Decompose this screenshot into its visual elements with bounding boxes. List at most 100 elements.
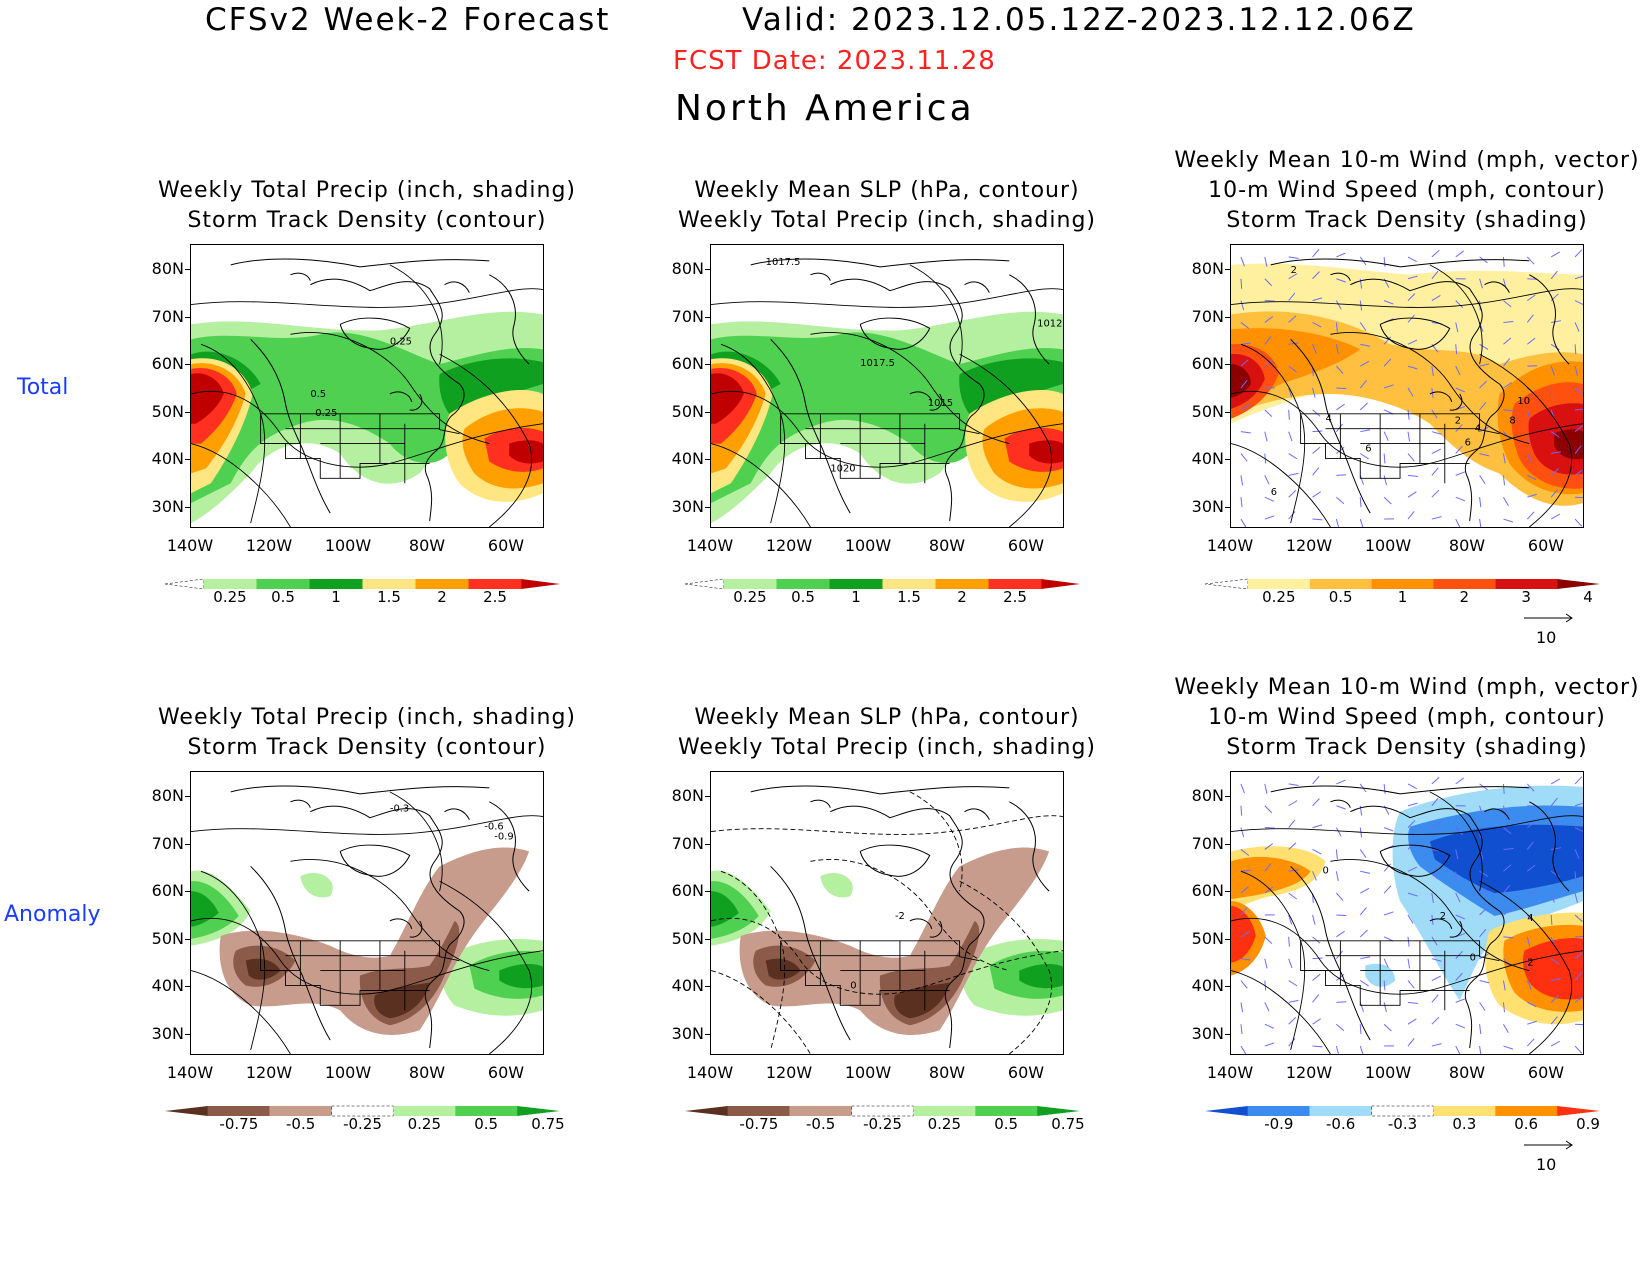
lat-tick <box>1225 269 1230 270</box>
map-total-slp-precip: 1017.5 1017.5 1015 1020 1012 <box>710 244 1064 528</box>
lat-label: 40N <box>671 449 704 468</box>
contour-label: 0 <box>1470 953 1476 964</box>
colorbar-label: 0.25 <box>733 588 767 606</box>
lat-tick <box>705 1033 710 1035</box>
contour-label: -0.3 <box>390 804 409 815</box>
panel-title-line: Weekly Mean SLP (hPa, contour) <box>694 705 1080 730</box>
contour-label: 8 <box>1509 416 1515 427</box>
colorbar-swatch <box>935 579 989 589</box>
contour-label: 2 <box>1527 958 1533 969</box>
figure-title: CFSv2 Week-2 Forecast <box>205 2 611 38</box>
contour-lines <box>1231 264 1583 527</box>
map-canvas: -0.3 -0.6-0.9 <box>191 785 543 1054</box>
colorbar-swatch <box>455 1106 518 1116</box>
lat-label: 70N <box>671 833 704 853</box>
colorbar-label: 4 <box>1583 588 1593 606</box>
colorbar-anom-wind-storm <box>1205 1103 1600 1117</box>
lat-label: 70N <box>671 306 704 326</box>
panel-title-anom-precip-storm: Weekly Total Precip (inch, shading) Storm… <box>117 703 617 763</box>
colorbar-swatch <box>517 1106 560 1116</box>
colorbar-label: 0.25 <box>1262 588 1296 606</box>
colorbar-label: 0.5 <box>994 1115 1019 1133</box>
colorbar-swatch <box>256 579 310 589</box>
colorbar-swatch <box>684 578 724 590</box>
lon-label: 60W <box>1007 1063 1045 1082</box>
contour-label: 6 <box>1271 487 1277 498</box>
lon-label: 80W <box>408 1063 446 1082</box>
lat-label: 70N <box>151 306 184 326</box>
lat-tick <box>705 843 710 845</box>
lat-label: 60N <box>1191 881 1224 900</box>
lat-label: 50N <box>151 401 184 421</box>
lat-label: 50N <box>671 928 704 948</box>
panel-title-total-wind-storm: Weekly Mean 10-m Wind (mph, vector) 10-m … <box>1157 146 1650 236</box>
panel-title-line: Storm Track Density (contour) <box>187 735 547 760</box>
contour-label: -2 <box>895 911 905 922</box>
colorbar-swatch <box>988 579 1042 589</box>
lat-label: 40N <box>151 449 184 468</box>
contour-label: 2 <box>1291 265 1297 276</box>
lon-label: 60W <box>487 536 525 555</box>
lat-tick <box>1225 986 1230 987</box>
lon-label: 140W <box>166 1063 214 1082</box>
map-anom-precip-storm: -0.3 -0.6 -0.9 <box>190 771 544 1055</box>
colorbar-label: 1 <box>851 588 861 606</box>
row-label-anomaly: Anomaly <box>4 902 101 927</box>
colorbar-label: 0.75 <box>1051 1115 1085 1133</box>
lat-tick <box>1225 891 1230 892</box>
contour-label: -0.9 <box>494 832 513 843</box>
coastlines <box>230 785 530 1049</box>
lat-label: 60N <box>671 354 704 373</box>
lat-label: 40N <box>151 976 184 995</box>
colorbar-swatch <box>309 579 363 589</box>
panel-title-line: 10-m Wind Speed (mph, contour) <box>1208 178 1606 203</box>
colorbar-swatch <box>393 1106 456 1116</box>
lat-tick <box>185 364 190 365</box>
lat-tick <box>705 796 710 797</box>
colorbar-label: -0.25 <box>343 1115 382 1133</box>
lat-label: 50N <box>151 928 184 948</box>
lat-label: 60N <box>1191 354 1224 373</box>
colorbar-swatch <box>1495 579 1558 589</box>
lat-label: 30N <box>1191 496 1224 516</box>
lat-label: 80N <box>1191 259 1224 278</box>
colorbar-label: 1.5 <box>897 588 921 606</box>
colorbar-swatch <box>685 1106 728 1116</box>
lat-label: 80N <box>671 259 704 278</box>
lat-label: 50N <box>1191 401 1224 421</box>
contour-label: 1017.5 <box>766 257 801 268</box>
colorbar-swatch <box>1495 1106 1558 1116</box>
colorbar-swatch <box>882 579 936 589</box>
colorbar-label: 2.5 <box>483 588 507 606</box>
colorbar-label: 2.5 <box>1003 588 1027 606</box>
lon-label: 80W <box>1448 536 1486 555</box>
lat-tick <box>705 364 710 365</box>
colorbar-total-slp-precip <box>684 576 1080 590</box>
colorbar-label: 0.5 <box>271 588 295 606</box>
forecast-date: FCST Date: 2023.11.28 <box>673 46 996 76</box>
lon-label: 120W <box>1285 1063 1333 1082</box>
colorbar-label: 0.25 <box>407 1115 442 1133</box>
contour-label: 6 <box>1465 438 1471 449</box>
panel-title-total-precip-storm: Weekly Total Precip (inch, shading) Storm… <box>117 176 617 236</box>
lat-label: 70N <box>151 833 184 853</box>
lon-label: 100W <box>324 536 372 555</box>
lon-label: 100W <box>324 1063 372 1082</box>
colorbar-swatch <box>203 579 257 589</box>
lat-label: 30N <box>671 1023 704 1043</box>
colorbar-swatch <box>1041 579 1080 589</box>
lon-label: 60W <box>1527 536 1565 555</box>
colorbar-label: 0.5 <box>791 588 815 606</box>
contour-label: 1012 <box>1037 318 1062 329</box>
colorbar-label: 2 <box>957 588 967 606</box>
lat-tick <box>705 506 710 508</box>
coastlines <box>750 258 1050 522</box>
contour-label: 4 <box>1527 913 1533 924</box>
lat-tick <box>185 506 190 508</box>
panel-title-line: Weekly Total Precip (inch, shading) <box>677 735 1097 760</box>
lat-tick <box>1225 459 1230 460</box>
colorbar-swatch <box>521 579 560 589</box>
panel-title-line: Storm Track Density (shading) <box>1226 208 1588 233</box>
contour-lines <box>711 791 1063 1054</box>
